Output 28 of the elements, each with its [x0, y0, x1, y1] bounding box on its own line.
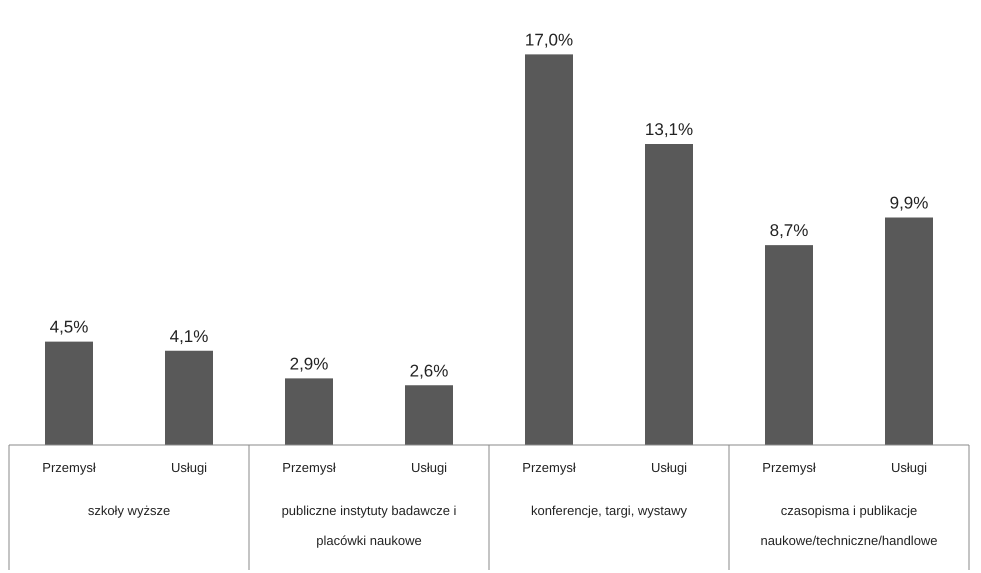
data-label: 2,9% — [290, 354, 328, 374]
data-label: 9,9% — [890, 194, 928, 213]
data-label: 4,1% — [170, 326, 208, 346]
series-label: Przemysł — [42, 460, 96, 475]
data-label: 13,1% — [644, 120, 694, 140]
text: Usługi — [410, 460, 448, 475]
x-tick-label: konferencje, targi, wystawy — [530, 503, 688, 518]
text: Usługi — [650, 460, 688, 475]
data-label: 2,6% — [410, 361, 448, 380]
bar — [645, 144, 693, 445]
data-label: 8,7% — [770, 221, 808, 240]
text: Przemysł — [522, 460, 576, 475]
x-tick-label: szkoły wyższe — [88, 503, 170, 518]
series-label: Usługi — [170, 460, 208, 475]
bar — [525, 54, 573, 445]
bar — [165, 350, 213, 445]
data-label: 4,5% — [50, 318, 88, 337]
x-tick-label: czasopisma i publikacje naukowe/techniczne/handlowe — [760, 503, 938, 548]
text: Przemysł — [282, 460, 336, 475]
text: Przemysł — [762, 460, 816, 475]
text: Usługi — [890, 460, 928, 475]
bar — [45, 342, 93, 445]
bar — [885, 218, 933, 445]
bar — [405, 385, 453, 445]
bar — [285, 378, 333, 445]
data-label: 17,0% — [524, 30, 574, 50]
bar — [765, 245, 813, 445]
x-tick-label: publiczne instytuty badawcze i placówki naukowe — [282, 503, 457, 548]
